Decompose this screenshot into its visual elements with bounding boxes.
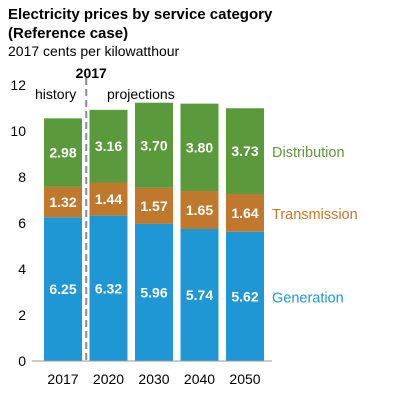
chart-title: Electricity prices by service category (…	[8, 5, 272, 43]
x-axis: 2017 2020 2030 2040 2050	[32, 360, 272, 387]
bar-generation-2017	[44, 217, 82, 361]
bar-label-transmission-2020: 1.44	[95, 191, 122, 207]
bar-label-generation-2040: 5.74	[186, 287, 213, 303]
x-tick-label-2050: 2050	[229, 371, 260, 387]
bar-label-distribution-2020: 3.16	[95, 138, 122, 154]
y-tick-label-6: 6	[18, 215, 26, 231]
bar-transmission-2040	[180, 191, 219, 229]
chart-subtitle: 2017 cents per kilowatthour	[8, 43, 180, 59]
chart-title-line-2: (Reference case)	[8, 25, 129, 42]
bar-distribution-2030	[135, 102, 173, 188]
divider-year-label: 2017	[76, 65, 107, 81]
legend-label-transmission: Transmission	[272, 207, 358, 223]
x-tick-label-2040: 2040	[184, 371, 215, 387]
bar-label-generation-2020: 6.32	[95, 280, 122, 296]
bar-label-transmission-2030: 1.57	[140, 198, 167, 214]
bar-label-transmission-2040: 1.65	[186, 202, 213, 218]
bar-distribution-2040	[180, 103, 219, 192]
bar-distribution-2050	[226, 108, 264, 195]
legend-label-distribution: Distribution	[272, 145, 345, 161]
bar-label-generation-2050: 5.62	[231, 288, 258, 304]
bar-label-distribution-2017: 2.98	[49, 145, 76, 161]
x-tick-label-2030: 2030	[138, 371, 169, 387]
bar-label-generation-2030: 5.96	[140, 284, 167, 300]
y-tick-label-4: 4	[18, 261, 26, 277]
y-tick-label-2: 2	[18, 307, 26, 323]
bar-transmission-2017	[44, 186, 82, 218]
bar-label-transmission-2017: 1.32	[49, 194, 76, 210]
bar-transmission-2030	[135, 187, 173, 224]
bar-transmission-2050	[226, 194, 264, 232]
bar-label-distribution-2040: 3.80	[186, 139, 213, 155]
bar-distribution-2020	[89, 109, 128, 183]
bar-label-distribution-2050: 3.73	[231, 143, 258, 159]
projections-label: projections	[107, 86, 175, 102]
y-tick-label-8: 8	[18, 169, 26, 185]
x-tick-label-2017: 2017	[47, 371, 78, 387]
y-tick-label-12: 12	[10, 77, 26, 93]
bars-group: 6.25 1.32 2.98 6.32 1.44 3.16 5.96 1.57 3.70 5.74…	[44, 102, 264, 361]
bar-generation-2050	[226, 231, 264, 361]
bar-distribution-2017	[44, 118, 82, 187]
x-tick-label-2020: 2020	[93, 371, 124, 387]
bar-label-distribution-2030: 3.70	[140, 137, 167, 153]
legend: Generation Transmission Distribution	[272, 145, 358, 306]
bar-generation-2030	[135, 223, 173, 361]
y-tick-label-10: 10	[10, 123, 26, 139]
bar-generation-2020	[89, 215, 128, 361]
history-label: history	[35, 86, 76, 102]
bar-label-transmission-2050: 1.64	[231, 205, 258, 221]
bar-label-generation-2017: 6.25	[49, 281, 76, 297]
bar-transmission-2020	[89, 182, 128, 216]
y-tick-label-0: 0	[18, 353, 26, 369]
y-axis: 0 2 4 6 8 10 12	[10, 77, 26, 369]
bar-generation-2040	[180, 228, 219, 361]
chart-title-line-1: Electricity prices by service category	[8, 6, 273, 23]
legend-label-generation: Generation	[272, 290, 344, 306]
